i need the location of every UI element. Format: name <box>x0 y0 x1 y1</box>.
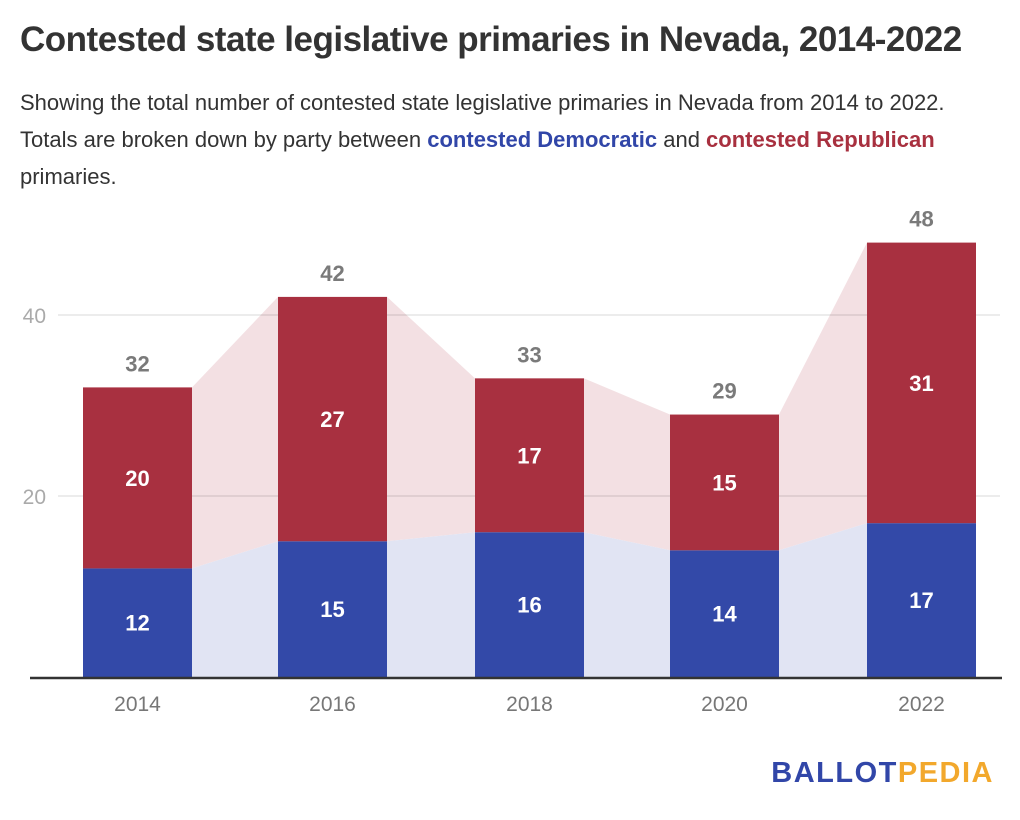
total-value-label: 29 <box>712 379 736 404</box>
republican-connector-area <box>387 296 475 542</box>
democratic-bar <box>867 523 976 677</box>
democratic-value-label: 16 <box>517 593 541 618</box>
labels: 12 20 32 15 27 42 16 17 33 14 15 29 17 31 48 <box>125 207 933 636</box>
democratic-connector-area <box>192 541 278 677</box>
connector-areas <box>192 242 867 677</box>
democratic-bar <box>475 532 584 677</box>
total-value-label: 32 <box>125 351 149 376</box>
republican-bar <box>475 378 584 533</box>
subtitle-text: Showing the total number of contested st… <box>20 90 945 152</box>
ballotpedia-logo: BALLOTPEDIA <box>771 757 994 790</box>
republican-bar <box>83 387 192 569</box>
logo-ballot: BALLOT <box>771 757 898 789</box>
chart-subtitle: Showing the total number of contested st… <box>20 84 1000 195</box>
democratic-bar <box>83 568 192 677</box>
axis: 2014 2016 2018 2020 2022 <box>30 676 1002 716</box>
x-tick-label: 2014 <box>114 693 161 716</box>
x-tick-label: 2016 <box>309 693 356 716</box>
subtitle-text-end: primaries. <box>20 164 117 189</box>
democratic-bar <box>670 550 779 677</box>
democratic-value-label: 17 <box>909 588 933 613</box>
democratic-connector-area <box>779 523 867 677</box>
democratic-value-label: 14 <box>712 602 737 627</box>
x-tick-label: 2022 <box>898 693 945 716</box>
legend-democratic: contested Democratic <box>427 127 658 152</box>
logo-pedia: PEDIA <box>897 757 994 789</box>
republican-connector-area <box>192 296 278 569</box>
republican-bar <box>670 414 779 551</box>
republican-value-label: 17 <box>517 443 541 468</box>
x-tick-label: 2018 <box>506 693 553 716</box>
x-tick-label: 2020 <box>701 693 748 716</box>
total-value-label: 42 <box>320 261 344 286</box>
legend-republican: contested Republican <box>706 127 935 152</box>
total-value-label: 48 <box>909 207 933 232</box>
total-value-label: 33 <box>517 342 541 367</box>
y-tick-label: 20 <box>23 486 46 509</box>
democratic-value-label: 15 <box>320 597 344 622</box>
y-tick-label: 40 <box>23 305 46 328</box>
republican-value-label: 15 <box>712 470 736 495</box>
republican-bar <box>867 242 976 524</box>
democratic-value-label: 12 <box>125 611 149 636</box>
chart-title: Contested state legislative primaries in… <box>20 20 962 59</box>
democratic-connector-area <box>387 532 475 677</box>
republican-connector-area <box>584 378 670 551</box>
republican-value-label: 27 <box>320 407 344 432</box>
democratic-connector-area <box>584 532 670 677</box>
republican-connector-area <box>779 242 867 551</box>
republican-value-label: 31 <box>909 371 933 396</box>
democratic-bar <box>278 541 387 677</box>
republican-value-label: 20 <box>125 466 149 491</box>
subtitle-text-and: and <box>657 127 707 152</box>
republican-bar <box>278 296 387 542</box>
bars <box>83 242 976 677</box>
